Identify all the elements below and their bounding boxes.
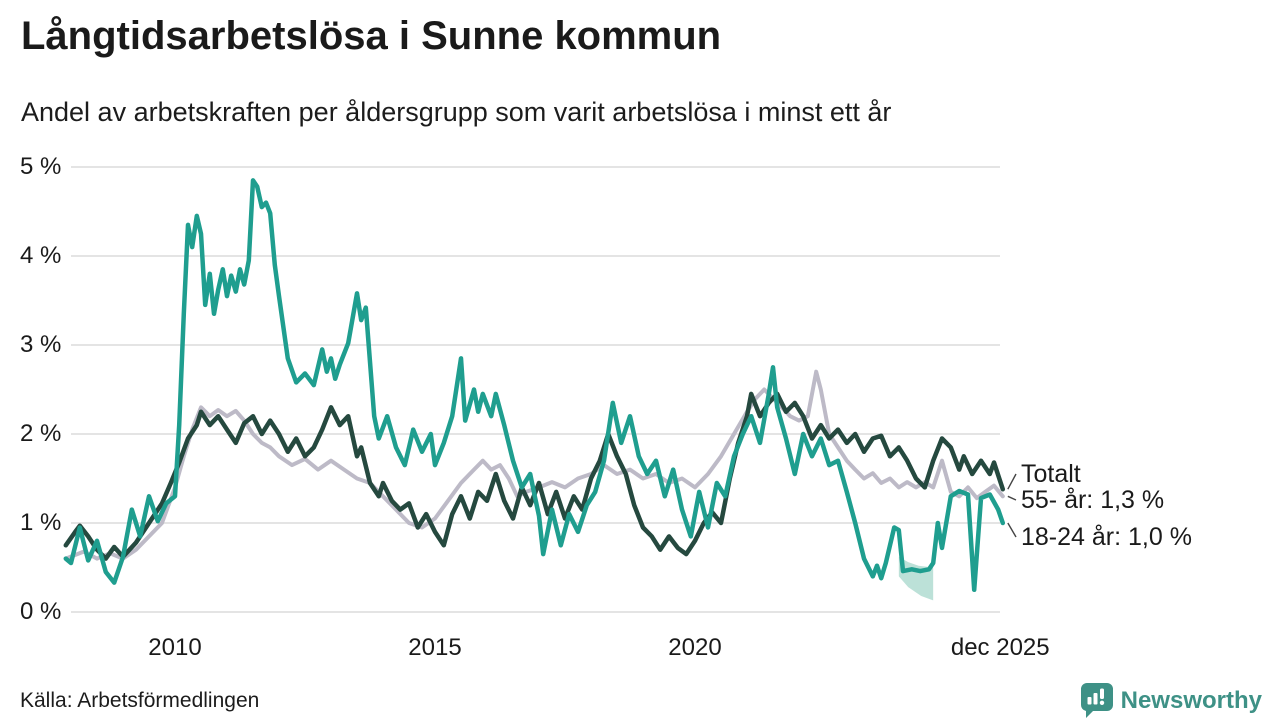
- x-axis-tick-label: 2020: [668, 634, 722, 661]
- y-axis-tick-label: 3 %: [20, 331, 62, 358]
- leader-line: [1007, 473, 1017, 490]
- chart-subtitle: Andel av arbetskraften per åldersgrupp s…: [21, 97, 892, 127]
- x-axis-tick-label: 2010: [148, 634, 202, 661]
- y-axis-tick-label: 2 %: [20, 420, 62, 447]
- y-axis-tick-label: 4 %: [20, 242, 62, 269]
- y-axis-tick-label: 0 %: [20, 598, 62, 625]
- leader-line: [1007, 522, 1017, 538]
- uncertainty-band: [898, 556, 934, 601]
- brand-logo[interactable]: Newsworthy: [1080, 682, 1262, 719]
- series-line-totalt: [63, 391, 1006, 561]
- x-axis-tick-label: dec 2025: [950, 634, 1050, 661]
- x-axis-tick-label: 2015: [408, 634, 462, 661]
- leader-line: [1007, 495, 1017, 501]
- y-axis-tick-label: 5 %: [20, 153, 62, 180]
- series-line-18-24-r: [63, 178, 1006, 593]
- source-note: Källa: Arbetsförmedlingen: [20, 689, 260, 712]
- newsworthy-icon: [1080, 682, 1114, 719]
- series-label-totalt: Totalt: [1021, 460, 1081, 488]
- chart-title: Långtidsarbetslösa i Sunne kommun: [21, 14, 722, 58]
- series-line-55-r: [63, 369, 1005, 561]
- brand-name: Newsworthy: [1120, 686, 1262, 714]
- series-label-18-24-ar: 18-24 år: 1,0 %: [1021, 523, 1192, 551]
- y-axis-tick-label: 1 %: [20, 509, 62, 536]
- series-label-55-ar: 55- år: 1,3 %: [1021, 486, 1165, 514]
